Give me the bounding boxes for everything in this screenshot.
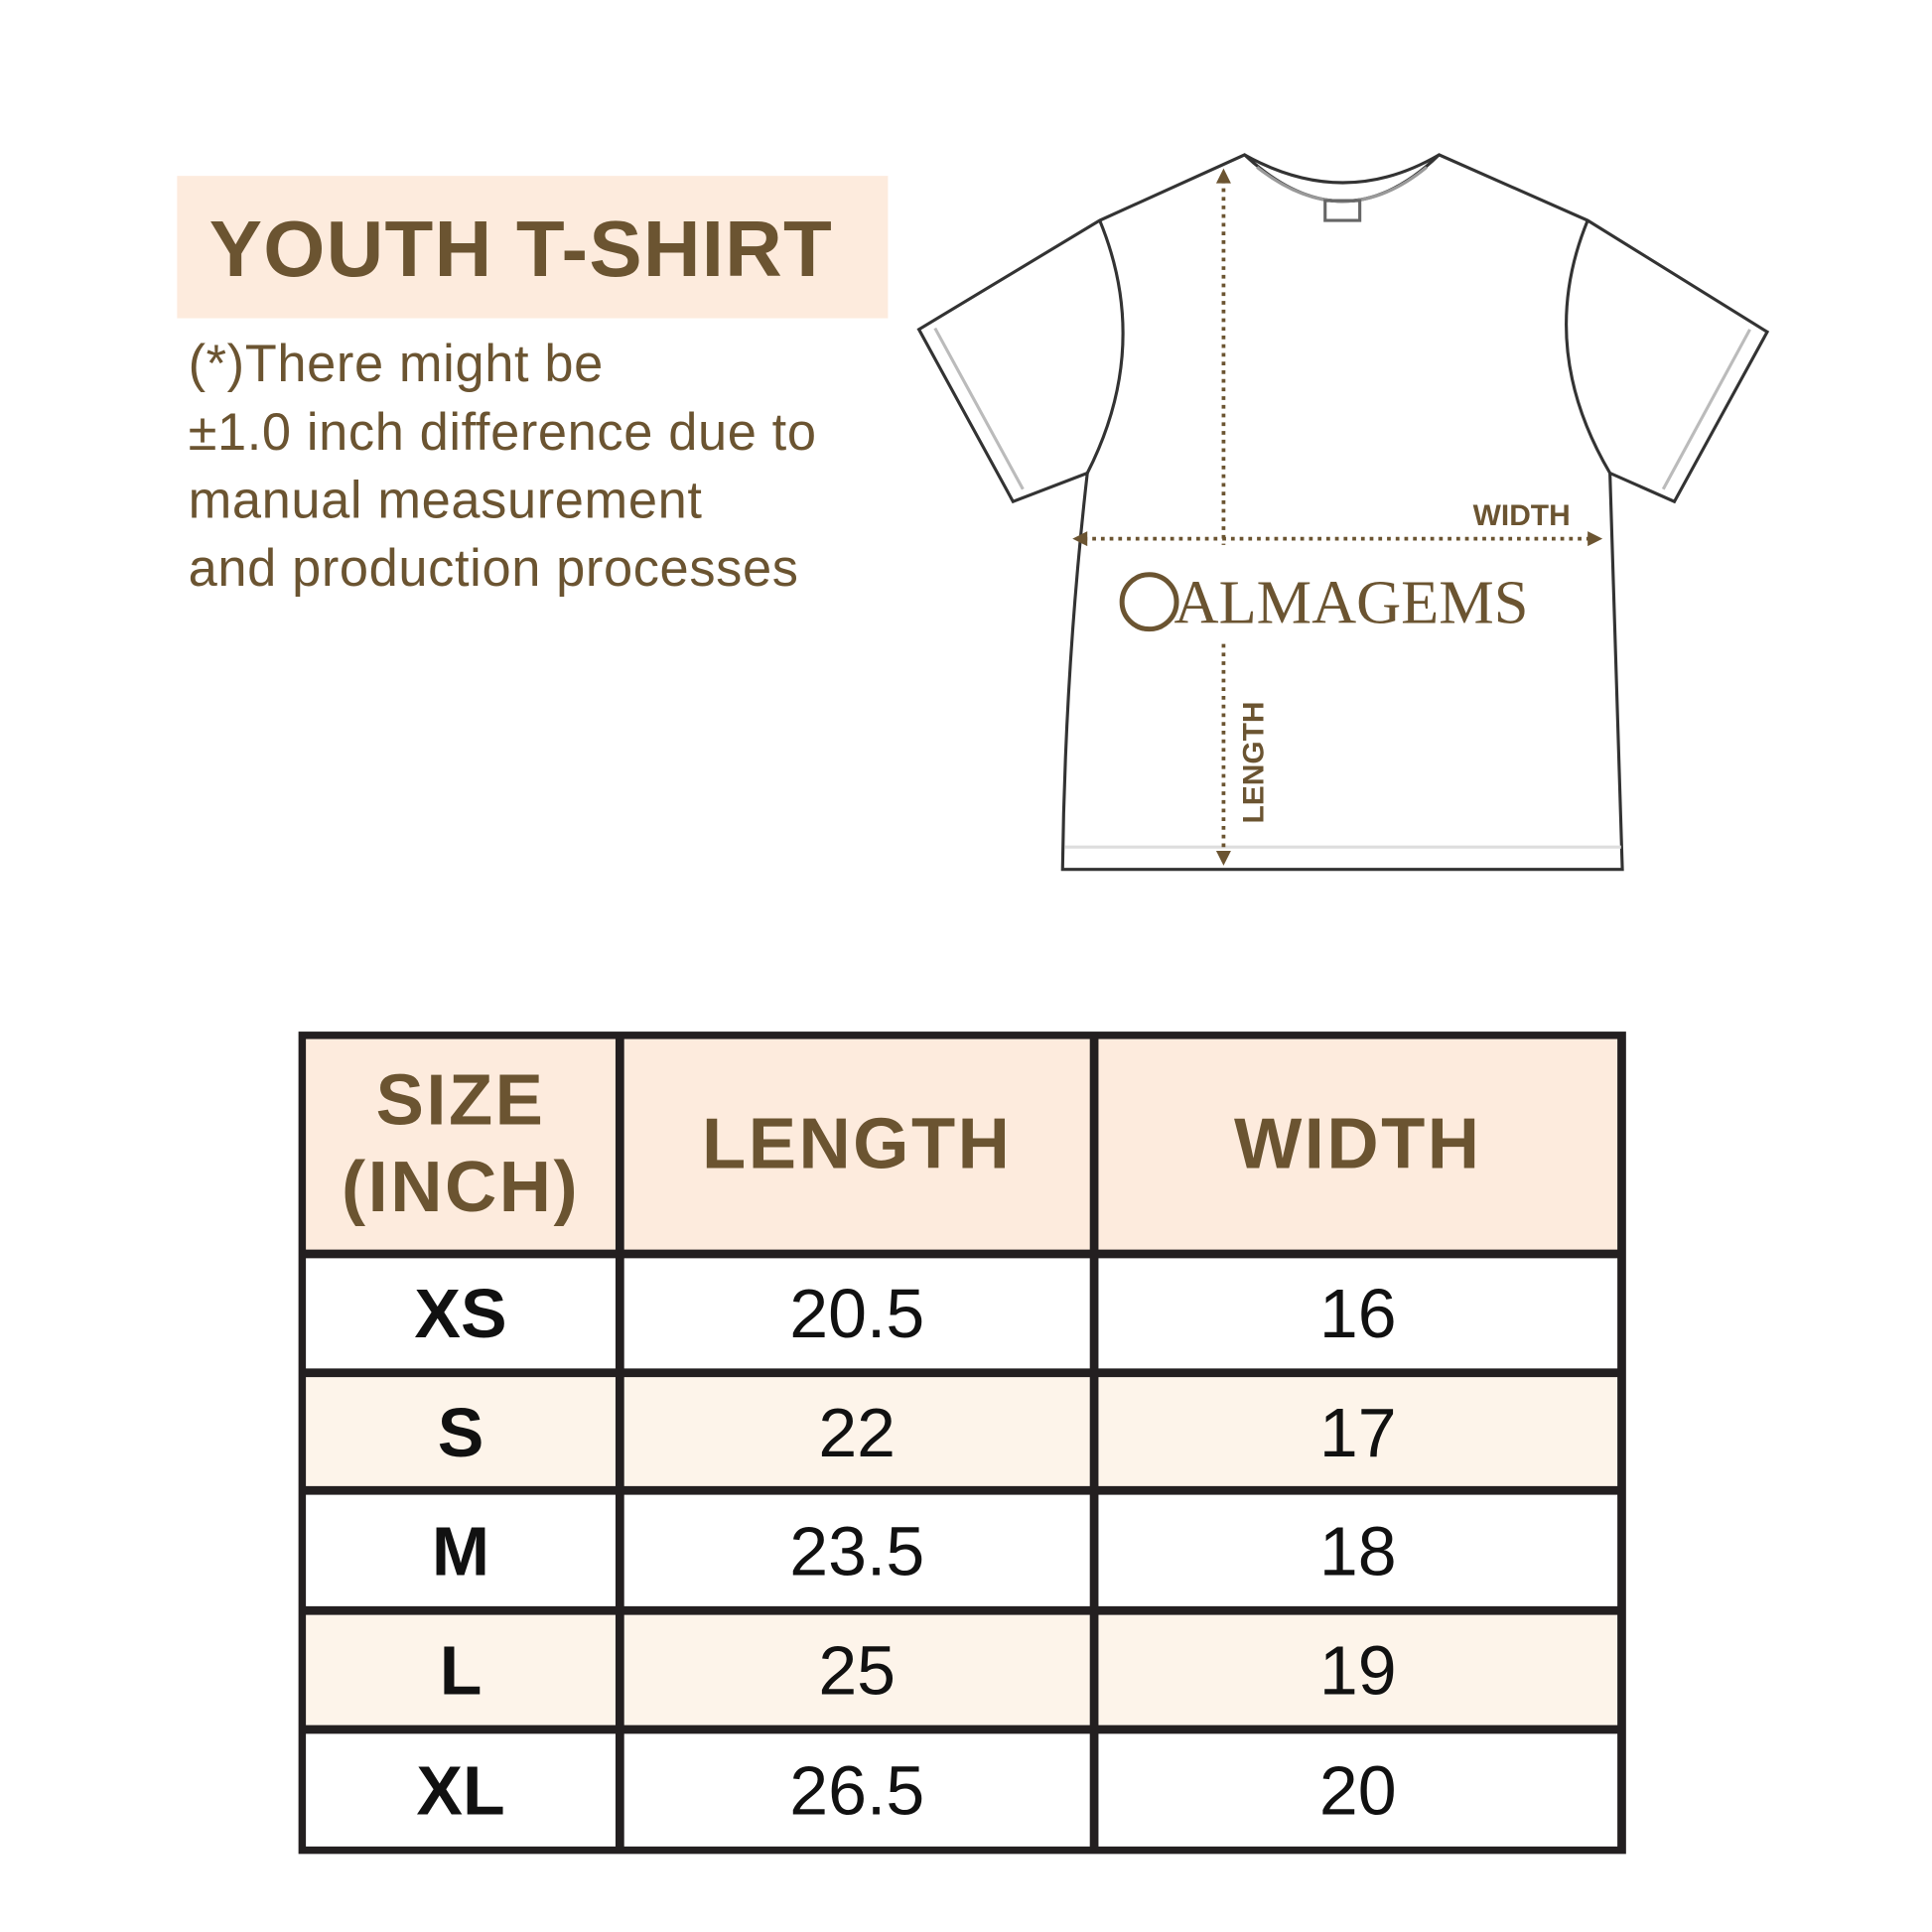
cell-width: 16 (1098, 1258, 1618, 1369)
header-size-line: (INCH) (342, 1147, 581, 1228)
note-line: and production processes (188, 538, 799, 598)
size-table: SIZE (INCH) LENGTH WIDTH XS 20.5 16 S 22 17 M 2… (298, 1032, 1626, 1855)
cell-width: 17 (1098, 1377, 1618, 1486)
page-title: YOUTH T-SHIRT (208, 204, 834, 294)
tshirt-outline (916, 153, 1770, 872)
cell-length: 22 (623, 1377, 1090, 1486)
tshirt-diagram: WIDTH LENGTH ALMAGEMS (916, 153, 1770, 872)
note-line: ±1.0 inch difference due to (188, 402, 817, 462)
arrow-right-icon (1587, 531, 1603, 547)
cell-size: XS (306, 1258, 616, 1369)
cell-size: S (306, 1377, 616, 1486)
note-line: manual measurement (188, 471, 703, 529)
measurement-note: (*)There might be ±1.0 inch difference d… (189, 330, 817, 602)
cell-length: 20.5 (623, 1258, 1090, 1369)
header-length: LENGTH (623, 1038, 1090, 1250)
cell-size: M (306, 1494, 616, 1606)
cell-length: 25 (623, 1614, 1090, 1725)
cell-length: 26.5 (623, 1733, 1090, 1847)
cell-width: 18 (1098, 1494, 1618, 1606)
note-line: (*)There might be (188, 334, 604, 393)
header-width: WIDTH (1098, 1038, 1618, 1250)
width-label: WIDTH (1473, 499, 1571, 532)
arrow-up-icon (1215, 168, 1231, 184)
brand-logo-mark (1119, 572, 1179, 632)
cell-length: 23.5 (623, 1494, 1090, 1606)
cell-width: 20 (1098, 1733, 1618, 1847)
arrow-down-icon (1215, 850, 1231, 866)
header-size-line: SIZE (375, 1059, 546, 1141)
header-size: SIZE (INCH) (306, 1038, 616, 1250)
cell-width: 19 (1098, 1614, 1618, 1725)
cell-size: XL (306, 1733, 616, 1847)
length-label: LENGTH (1237, 702, 1270, 824)
arrow-left-icon (1072, 531, 1088, 547)
cell-size: L (306, 1614, 616, 1725)
title-banner: YOUTH T-SHIRT (177, 176, 889, 319)
brand-logo: ALMAGEMS (1174, 568, 1529, 636)
